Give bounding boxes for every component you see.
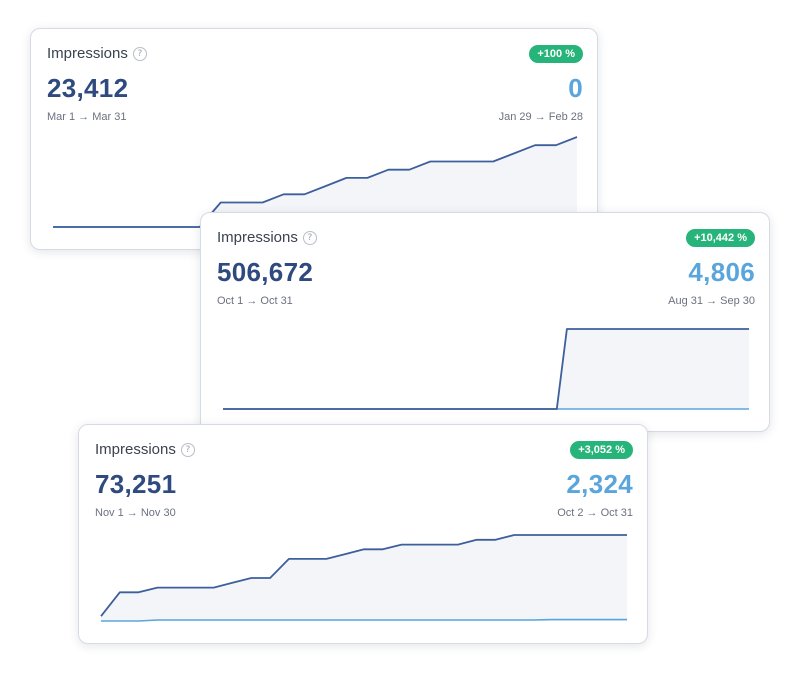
current-range: Oct 1 → Oct 31 bbox=[217, 295, 293, 307]
current-period-area bbox=[53, 137, 577, 227]
current-range: Nov 1 → Nov 30 bbox=[95, 507, 176, 519]
previous-value: 4,806 bbox=[688, 257, 755, 287]
previous-value: 2,324 bbox=[566, 469, 633, 499]
previous-range: Jan 29 → Feb 28 bbox=[498, 111, 583, 123]
current-value: 506,672 bbox=[217, 257, 314, 287]
card-title: Impressions ? bbox=[47, 45, 147, 62]
current-period-line bbox=[53, 136, 578, 228]
previous-period-line bbox=[101, 618, 627, 622]
current-range: Mar 1 → Mar 31 bbox=[47, 111, 127, 123]
help-icon[interactable]: ? bbox=[132, 46, 147, 61]
card-title: Impressions ? bbox=[95, 441, 195, 458]
help-icon[interactable]: ? bbox=[302, 230, 317, 245]
current-value: 73,251 bbox=[95, 469, 177, 499]
change-badge: +10,442 % bbox=[686, 229, 755, 247]
help-icon[interactable]: ? bbox=[180, 442, 195, 457]
current-period-area bbox=[101, 535, 627, 621]
change-badge: +100 % bbox=[529, 45, 583, 63]
card-title-text: Impressions bbox=[47, 45, 128, 62]
impressions-chart-2 bbox=[223, 328, 749, 410]
previous-range: Oct 2 → Oct 31 bbox=[557, 507, 633, 519]
card-title: Impressions ? bbox=[217, 229, 317, 246]
impressions-card-2[interactable]: Impressions ? +10,442 % 506,672 4,806 Oc… bbox=[200, 212, 770, 432]
impressions-card-3[interactable]: Impressions ? +3,052 % 73,251 2,324 Nov … bbox=[78, 424, 648, 644]
impressions-chart-3 bbox=[100, 534, 627, 622]
card-title-text: Impressions bbox=[217, 229, 298, 246]
previous-value: 0 bbox=[568, 73, 583, 103]
current-period-line bbox=[223, 328, 749, 410]
current-period-line bbox=[100, 534, 627, 617]
current-period-area bbox=[223, 329, 749, 409]
previous-range: Aug 31 → Sep 30 bbox=[668, 295, 755, 307]
card-title-text: Impressions bbox=[95, 441, 176, 458]
change-badge: +3,052 % bbox=[570, 441, 633, 459]
current-value: 23,412 bbox=[47, 73, 129, 103]
